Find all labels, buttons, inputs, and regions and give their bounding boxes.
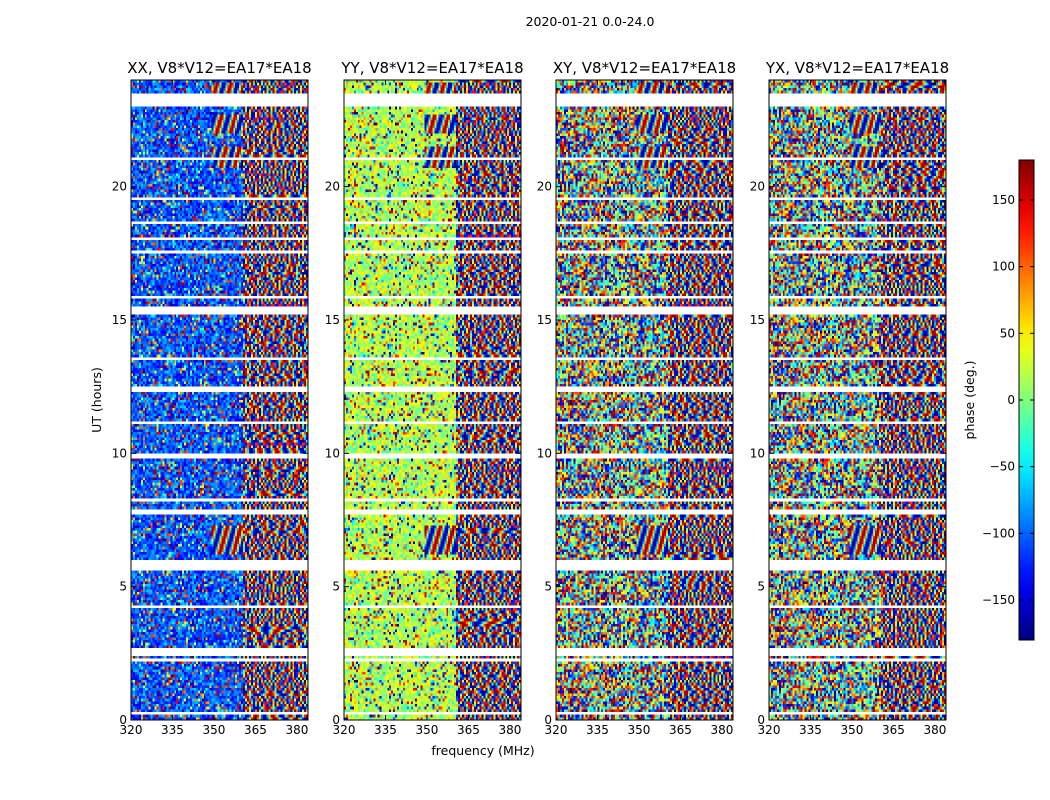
colorbar-tick-label: −100 [982,526,1015,540]
x-tick-label: 365 [882,723,905,737]
y-tick-label: 0 [544,713,552,727]
colorbar: −150 −100 −50 0 50 100 150 [982,159,1035,641]
x-tick-label: 350 [841,723,864,737]
y-tick-label: 10 [750,446,765,460]
x-tick-label: 350 [203,723,226,737]
axes-frame-xx [130,79,309,721]
x-tick-label: 365 [244,723,267,737]
panel-title-xx: XX, V8*V12=EA17*EA18 [127,59,311,77]
axes-frame-yx [768,79,947,721]
panel-yy: YY, V8*V12=EA17*EA18 320 335 350 365 380 0 5 10 1… [325,59,524,737]
colorbar-label: phase (deg.) [962,361,977,440]
colorbar-tick-label: 0 [1007,393,1015,407]
heatmap-xx [131,80,308,720]
x-tick-label: 335 [799,723,822,737]
x-tick-label: 335 [586,723,609,737]
colorbar-tick-label: 50 [1000,326,1015,340]
axes-frame-yy [343,79,522,721]
y-tick-label: 5 [544,580,552,594]
figure-title: 2020-01-21 0.0-24.0 [525,14,655,29]
x-tick-label: 320 [758,723,781,737]
colorbar-tick-label: 100 [992,260,1015,274]
x-tick-label: 380 [285,723,308,737]
y-tick-label: 20 [750,180,765,194]
panel-title-yy: YY, V8*V12=EA17*EA18 [340,59,523,77]
y-tick-label: 10 [112,446,127,460]
x-tick-label: 335 [161,723,184,737]
y-tick-label: 15 [325,313,340,327]
y-tick-label: 0 [119,713,127,727]
panel-title-xy: XY, V8*V12=EA17*EA18 [553,59,736,77]
x-tick-label: 350 [628,723,651,737]
x-axis-label: frequency (MHz) [431,743,534,758]
heatmap-yx [769,80,946,720]
panel-xy: XY, V8*V12=EA17*EA18 320 335 350 365 380 0 5 10 1… [537,59,736,737]
y-tick-label: 0 [332,713,340,727]
heatmap-yy [344,80,521,720]
y-tick-label: 0 [757,713,765,727]
panels-group: XX, V8*V12=EA17*EA18 320 335 350 365 380 0 5 10 1… [112,59,949,737]
x-tick-label: 365 [457,723,480,737]
colorbar-tick-label: 150 [992,193,1015,207]
colorbar-tick-label: −150 [982,593,1015,607]
colorbar-tick-label: −50 [990,460,1015,474]
panel-yx: YX, V8*V12=EA17*EA18 320 335 350 365 380 0 5 10 1… [750,59,949,737]
x-tick-label: 320 [120,723,143,737]
y-axis-label: UT (hours) [89,367,104,433]
y-tick-label: 20 [537,180,552,194]
y-tick-label: 15 [750,313,765,327]
y-tick-label: 5 [757,580,765,594]
panel-title-yx: YX, V8*V12=EA17*EA18 [765,59,949,77]
y-tick-label: 10 [325,446,340,460]
y-tick-label: 5 [119,580,127,594]
x-tick-label: 380 [923,723,946,737]
y-tick-label: 20 [325,180,340,194]
axes-frame-xy [555,79,734,721]
y-tick-label: 15 [537,313,552,327]
x-tick-label: 320 [333,723,356,737]
y-tick-label: 15 [112,313,127,327]
heatmap-xy [556,80,733,720]
x-tick-label: 365 [669,723,692,737]
x-tick-label: 350 [416,723,439,737]
x-tick-label: 320 [545,723,568,737]
y-tick-label: 20 [112,180,127,194]
panel-xx: XX, V8*V12=EA17*EA18 320 335 350 365 380 0 5 10 1… [112,59,312,737]
y-tick-label: 10 [537,446,552,460]
x-tick-label: 335 [374,723,397,737]
x-tick-label: 380 [498,723,521,737]
x-tick-label: 380 [710,723,733,737]
y-tick-label: 5 [332,580,340,594]
